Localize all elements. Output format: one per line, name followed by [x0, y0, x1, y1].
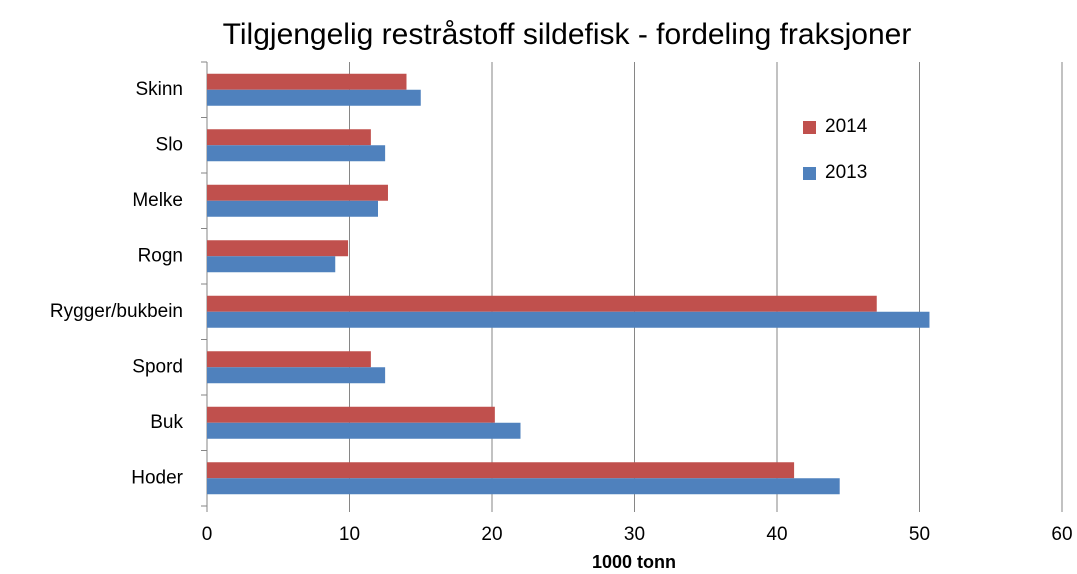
x-axis-label: 1000 tonn — [592, 552, 676, 572]
x-tick-label: 50 — [909, 524, 930, 545]
bar — [207, 73, 407, 90]
bar — [207, 478, 840, 495]
bar — [207, 295, 877, 312]
y-tick-label: Buk — [150, 412, 183, 433]
legend-swatch — [803, 121, 816, 134]
bar — [207, 311, 930, 328]
legend-label: 2013 — [825, 162, 867, 183]
bar — [207, 89, 421, 106]
y-tick-label: Melke — [132, 190, 183, 211]
legend-swatch — [803, 167, 816, 180]
legend-label: 2014 — [825, 116, 868, 137]
bar — [207, 184, 388, 201]
bar — [207, 351, 371, 368]
x-tick-label: 30 — [624, 524, 645, 545]
bar — [207, 240, 349, 257]
y-tick-label: Slo — [156, 134, 183, 155]
y-tick-label: Spord — [132, 356, 183, 377]
y-tick-label: Rogn — [138, 245, 183, 266]
bar — [207, 200, 378, 217]
x-tick-label: 0 — [202, 524, 213, 545]
bar — [207, 129, 371, 146]
y-tick-label: Hoder — [131, 467, 183, 488]
x-tick-label: 20 — [481, 524, 502, 545]
bar — [207, 462, 795, 479]
x-tick-label: 40 — [766, 524, 787, 545]
x-tick-label: 10 — [339, 524, 360, 545]
bar — [207, 367, 386, 384]
bar — [207, 422, 521, 439]
x-tick-label: 60 — [1051, 524, 1072, 545]
bar — [207, 406, 495, 423]
y-tick-label: Rygger/bukbein — [50, 301, 183, 322]
bar — [207, 256, 336, 273]
bar — [207, 145, 386, 162]
chart-title: Tilgjengelig restråstoff sildefisk - for… — [223, 18, 912, 51]
y-tick-label: Skinn — [135, 79, 183, 100]
